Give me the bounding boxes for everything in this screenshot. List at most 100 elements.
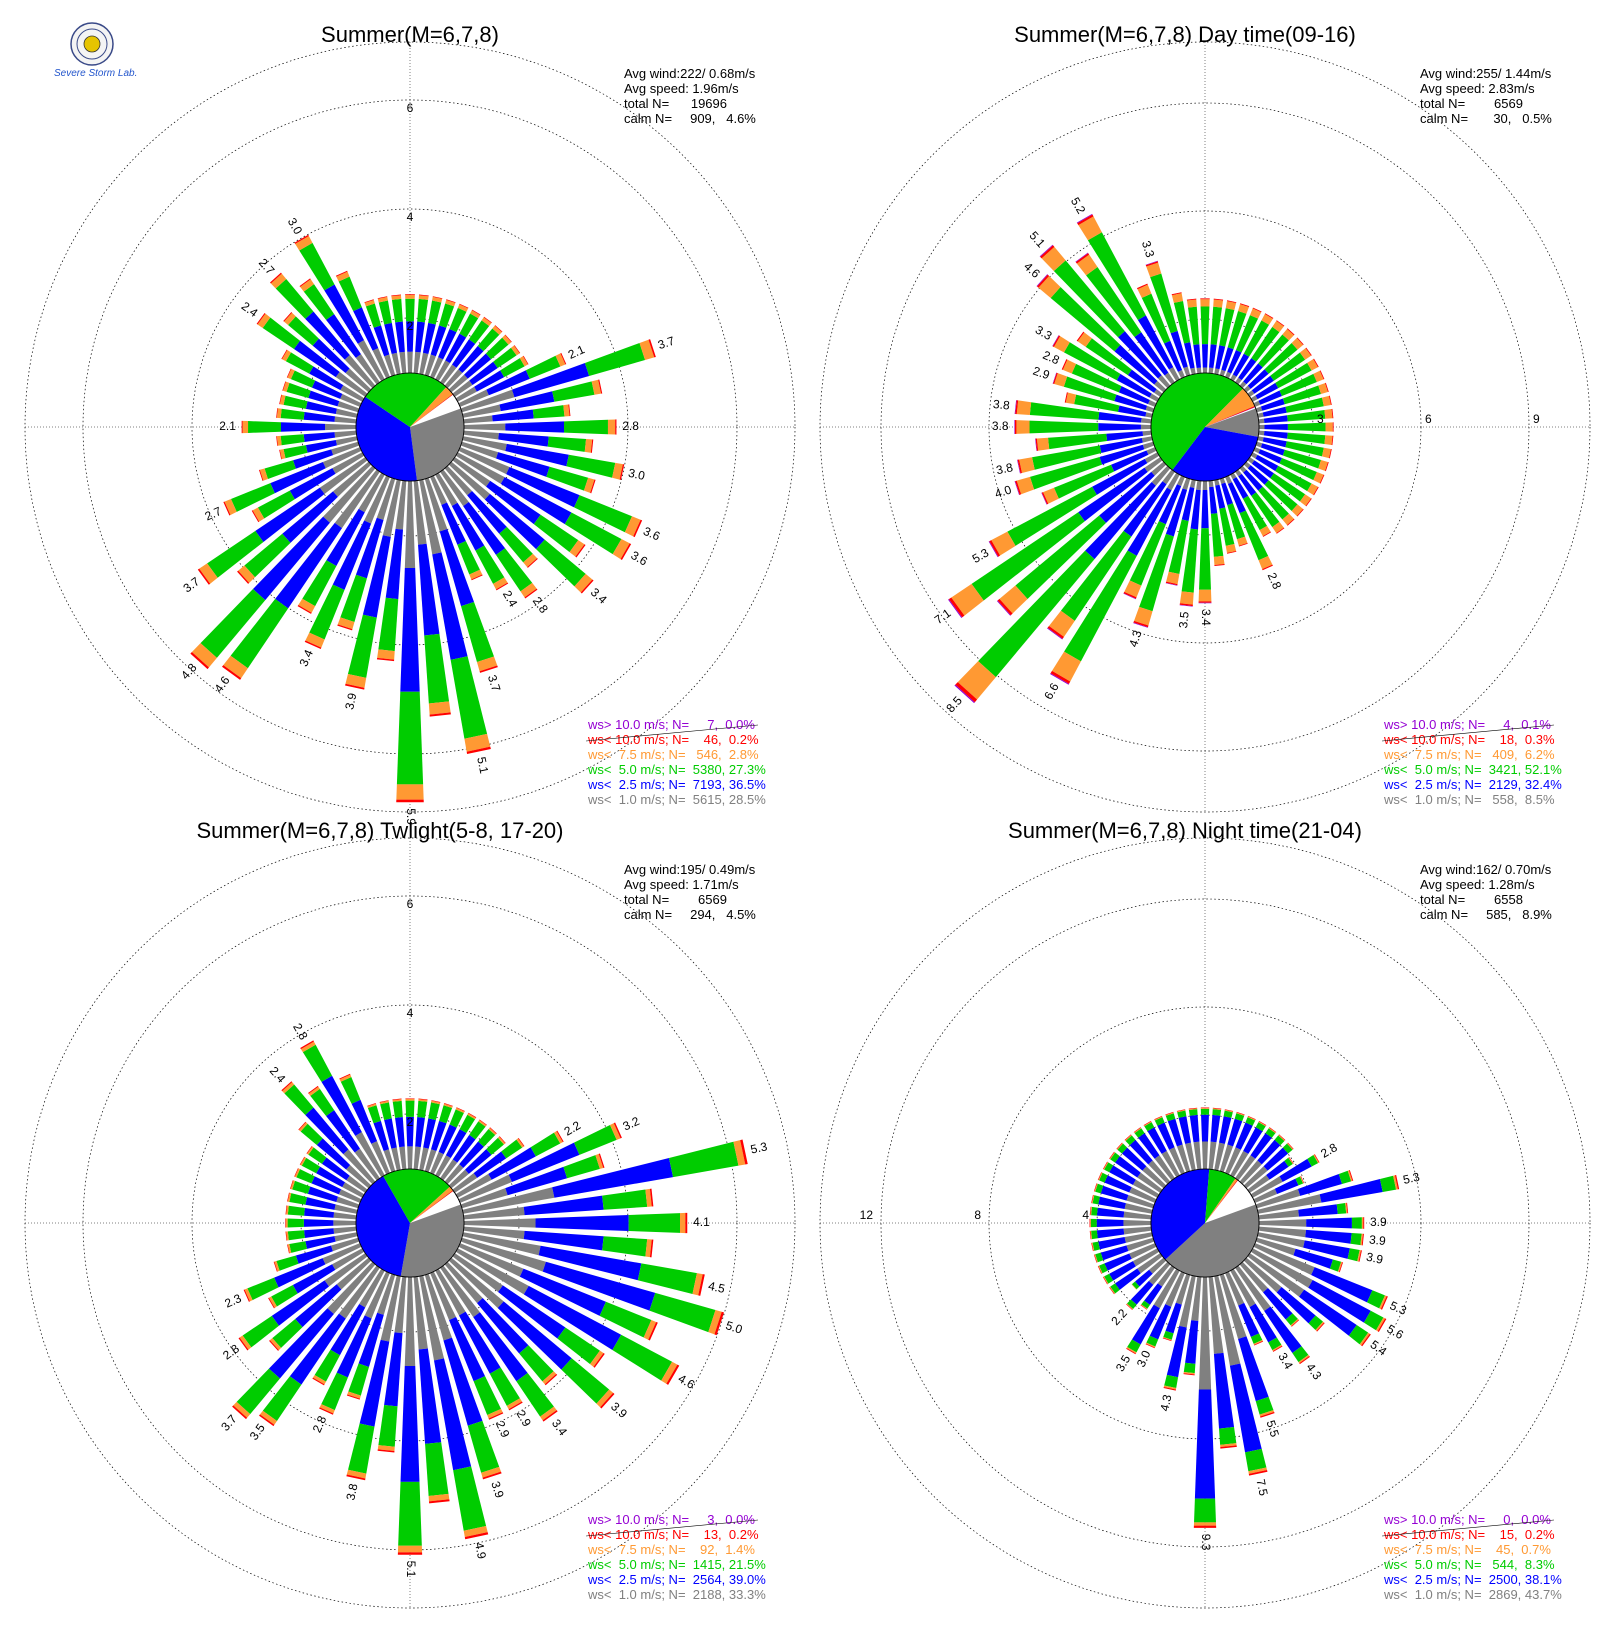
bar-segment	[1328, 395, 1332, 406]
bar-segment	[1313, 486, 1319, 496]
rose-panel-twilight: 2.2 3.2 5.3 4.1 4.5 5.0 4.6 3.9 3.4 2.92.9 3.9 4.9 5…	[24, 818, 796, 1609]
bar-segment	[1258, 1120, 1267, 1126]
bar-value-label: 3.9	[1370, 1215, 1387, 1229]
bar-segment	[1261, 314, 1273, 325]
bar-segment	[1185, 1320, 1199, 1364]
bar-segment	[1263, 415, 1288, 423]
bar-segment	[1146, 447, 1157, 455]
bar-value-label: 6.6	[1041, 680, 1062, 702]
bar-segment	[400, 567, 420, 692]
bar-segment	[1098, 411, 1142, 423]
bar-segment	[483, 316, 492, 324]
bar-segment	[530, 1132, 561, 1157]
bar-segment	[1144, 457, 1163, 472]
bar-segment	[405, 298, 415, 322]
bar-segment	[1208, 1141, 1217, 1170]
bar-segment	[495, 582, 509, 591]
bar-segment	[1100, 1185, 1129, 1201]
bar-segment	[1123, 1226, 1152, 1235]
bar-segment	[405, 1098, 415, 1099]
bar-segment	[391, 295, 402, 300]
bar-segment	[1239, 465, 1247, 473]
bar-segment	[1259, 1410, 1275, 1417]
stats-line: Avg wind:162/ 0.70m/s	[1420, 862, 1552, 877]
bar-segment	[1129, 521, 1166, 586]
bar-segment	[1134, 1127, 1142, 1134]
bar-segment	[1243, 1127, 1263, 1154]
bar-segment	[535, 1214, 629, 1232]
bar-segment	[546, 466, 589, 491]
bar-segment	[430, 357, 444, 379]
bar-segment	[1331, 435, 1334, 446]
bar-segment	[330, 1303, 366, 1356]
bar-segment	[1086, 267, 1142, 338]
bar-segment	[336, 1257, 372, 1290]
bar-segment	[1298, 1204, 1338, 1217]
bar-segment	[283, 312, 293, 322]
bar-segment	[305, 1236, 336, 1249]
bar-segment	[1089, 1206, 1092, 1216]
bar-segment	[1268, 1337, 1282, 1351]
bar-value-label: 3.4	[296, 647, 316, 668]
legend-entry: ws< 1.0 m/s; N= 558, 8.5%	[1383, 792, 1555, 807]
bar-segment	[463, 1218, 536, 1228]
stats-line: calm N= 294, 4.5%	[624, 907, 756, 922]
bar-segment	[1258, 430, 1265, 436]
legend-entry: ws> 10.0 m/s; N= 3, 0.0%	[587, 1512, 755, 1527]
bar-segment	[367, 1105, 381, 1124]
bar-segment	[497, 1136, 506, 1145]
bar-segment	[1016, 476, 1035, 495]
bar-segment	[488, 1127, 497, 1136]
ring-ticks: 2 4 6	[407, 101, 414, 333]
bar-segment	[199, 563, 218, 584]
bar-segment	[1126, 1194, 1155, 1209]
bar-segment	[1288, 1157, 1294, 1164]
bar-segment	[281, 349, 288, 360]
bar-segment	[1324, 435, 1333, 446]
bar-value-label: 3.3	[1033, 323, 1055, 344]
legend-strike	[585, 724, 759, 742]
bar-segment	[1318, 383, 1328, 394]
bar-segment	[1163, 1385, 1177, 1390]
bar-segment	[1137, 1172, 1163, 1193]
bar-segment	[1258, 1121, 1267, 1127]
bar-segment	[1200, 1108, 1210, 1115]
bar-segment	[1248, 1467, 1268, 1474]
bar-segment	[305, 1197, 336, 1210]
bar-segment	[1102, 1276, 1108, 1285]
bar-segment	[1255, 382, 1279, 400]
bar-segment	[335, 371, 368, 397]
stats-line: calm N= 30, 0.5%	[1420, 111, 1552, 126]
bar-segment	[1234, 1113, 1245, 1122]
bar-segment	[584, 343, 646, 376]
bar-segment	[951, 583, 984, 616]
bar-segment	[464, 1532, 489, 1540]
bar-segment	[1151, 461, 1167, 476]
bar-segment	[271, 1285, 298, 1307]
bar-segment	[1337, 1261, 1343, 1273]
bar-segment	[303, 284, 335, 320]
bar-segment	[477, 328, 500, 352]
bar-segment	[268, 1297, 275, 1309]
bar-segment	[1089, 1230, 1092, 1240]
bar-segment	[1291, 338, 1304, 350]
ring-tick-label: 12	[860, 1208, 874, 1222]
bar-segment	[1143, 1121, 1152, 1127]
bar-segment	[435, 472, 458, 507]
bar-segment	[1104, 1253, 1132, 1271]
bar-segment	[1154, 1117, 1165, 1126]
bar-segment	[1193, 1522, 1217, 1526]
bar-segment	[1264, 313, 1274, 319]
bar-segment	[396, 799, 424, 803]
bar-segment	[1134, 332, 1169, 376]
bar-segment	[1161, 1150, 1180, 1178]
bar-segment	[326, 314, 361, 358]
bar-segment	[1098, 423, 1141, 431]
bar-segment	[262, 317, 300, 350]
bar-value-label: 2.4	[267, 1064, 289, 1086]
bar-segment	[1134, 1128, 1145, 1138]
bar-value-label: 3.7	[485, 673, 504, 694]
bar-segment	[513, 345, 521, 354]
bar-segment	[955, 682, 978, 703]
